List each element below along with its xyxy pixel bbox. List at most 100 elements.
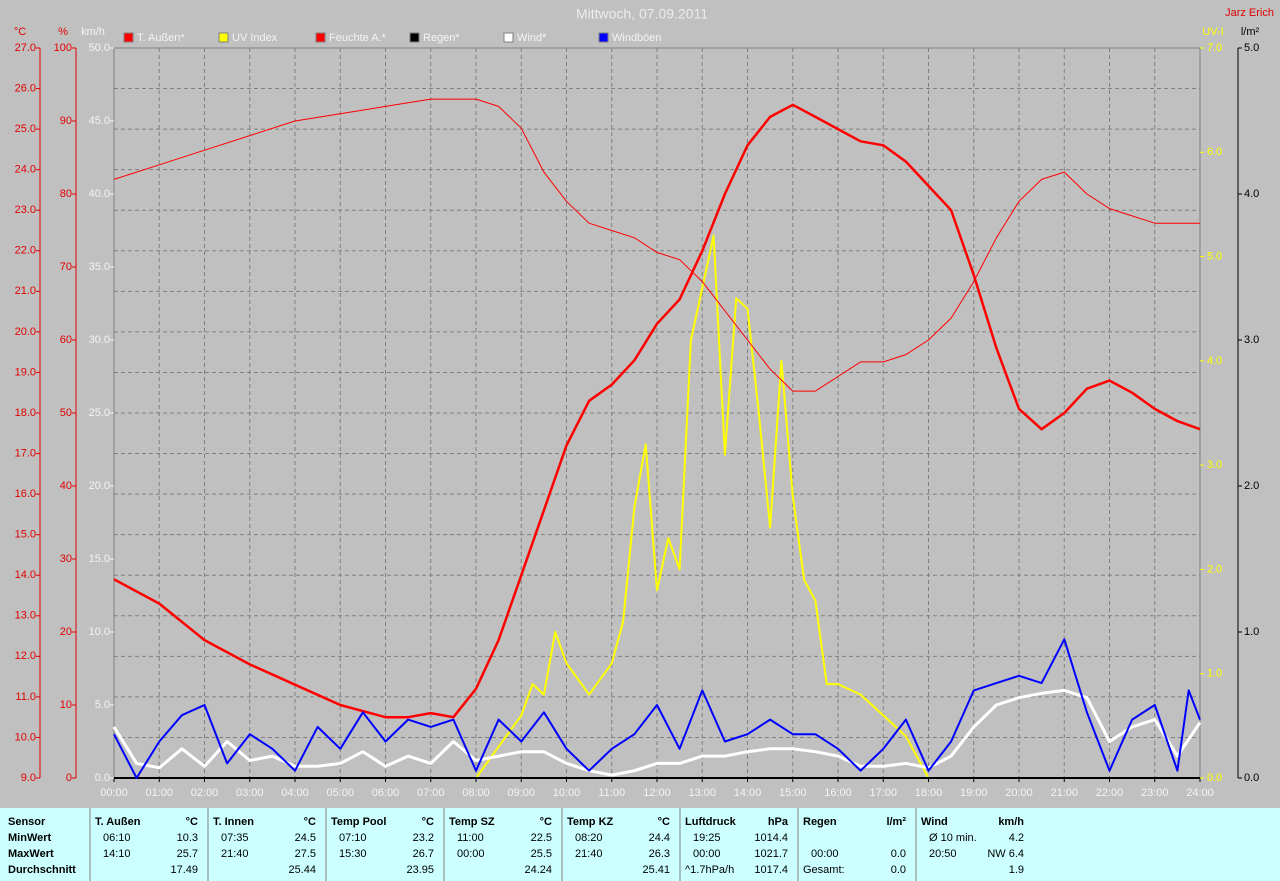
block-name: Temp Pool — [331, 816, 386, 828]
legend-swatch — [218, 32, 229, 43]
y-tick-label: 11.0 — [15, 691, 36, 703]
y-tick-label: 12.0 — [15, 650, 36, 662]
x-tick-label: 21:00 — [1050, 787, 1078, 799]
block-unit: °C — [658, 816, 670, 828]
x-tick-label: 00:00 — [100, 787, 128, 799]
y-tick-label: 10 — [60, 699, 72, 711]
cell-value: 25.44 — [288, 864, 316, 876]
y-tick-label: 15.0 — [89, 553, 110, 565]
cell-value: 25.7 — [177, 848, 198, 860]
cell-label: ^1.7hPa/h — [685, 864, 734, 876]
x-tick-label: 06:00 — [372, 787, 400, 799]
axis-unit: °C — [14, 26, 26, 38]
x-tick-label: 11:00 — [598, 787, 625, 799]
y-tick-label: 19.0 — [15, 366, 36, 378]
legend-swatch — [123, 32, 134, 43]
y-tick-label: 25.0 — [15, 123, 36, 135]
x-tick-label: 02:00 — [191, 787, 219, 799]
cell-label: 19:25 — [693, 832, 721, 844]
y-tick-label: 40 — [60, 480, 72, 492]
y-tick-label: 40.0 — [89, 188, 110, 200]
x-tick-label: 14:00 — [734, 787, 762, 799]
y-tick-label: 0.0 — [1207, 772, 1222, 784]
y-tick-label: 3.0 — [1207, 459, 1222, 471]
y-tick-label: 1.0 — [1207, 668, 1222, 680]
y-tick-label: 9.0 — [21, 772, 36, 784]
y-tick-label: 60 — [60, 334, 72, 346]
y-tick-label: 1.0 — [1244, 626, 1259, 638]
y-tick-label: 26.0 — [15, 82, 36, 94]
block-name: T. Außen — [95, 816, 141, 828]
y-tick-label: 21.0 — [15, 285, 36, 297]
x-tick-label: 12:00 — [643, 787, 671, 799]
block-name: Regen — [803, 816, 837, 828]
x-tick-label: 18:00 — [915, 787, 943, 799]
legend-swatch — [409, 32, 420, 43]
x-tick-label: 13:00 — [688, 787, 716, 799]
cell-label: 11:00 — [457, 832, 484, 844]
y-tick-label: 3.0 — [1244, 334, 1259, 346]
series-line — [113, 638, 1201, 779]
chart-title: Mittwoch, 07.09.2011 — [576, 6, 708, 22]
cell-value: 17.49 — [170, 864, 198, 876]
block-unit: km/h — [998, 816, 1024, 828]
y-tick-label: 18.0 — [15, 407, 36, 419]
cell-value: NW 6.4 — [987, 848, 1024, 860]
x-tick-label: 09:00 — [507, 787, 535, 799]
cell-value: 23.95 — [406, 864, 434, 876]
y-tick-label: 70 — [60, 261, 72, 273]
cell-value: 4.2 — [1009, 832, 1024, 844]
cell-label: 15:30 — [339, 848, 367, 860]
x-tick-label: 15:00 — [779, 787, 807, 799]
x-tick-label: 17:00 — [869, 787, 897, 799]
x-tick-label: 10:00 — [553, 787, 581, 799]
x-tick-label: 04:00 — [281, 787, 309, 799]
series-line — [113, 98, 1200, 392]
block-name: Temp KZ — [567, 816, 614, 828]
x-tick-label: 03:00 — [236, 787, 264, 799]
y-tick-label: 7.0 — [1207, 42, 1222, 54]
y-tick-label: 22.0 — [15, 245, 36, 257]
cell-value: 26.7 — [413, 848, 434, 860]
y-tick-label: 80 — [60, 188, 72, 200]
series-line — [113, 103, 1201, 719]
cell-value: 24.4 — [649, 832, 670, 844]
axis-unit: % — [58, 26, 68, 38]
stats-panel — [0, 808, 1280, 881]
cell-label: 06:10 — [103, 832, 131, 844]
y-tick-label: 100 — [54, 42, 72, 54]
y-tick-label: 5.0 — [1244, 42, 1259, 54]
block-name: Temp SZ — [449, 816, 495, 828]
cell-value: 1.9 — [1009, 864, 1024, 876]
author: Jarz Erich — [1225, 7, 1274, 19]
y-tick-label: 14.0 — [15, 569, 36, 581]
y-tick-label: 24.0 — [15, 164, 36, 176]
legend-label: UV Index — [232, 32, 278, 44]
block-name: Wind — [921, 816, 948, 828]
cell-label: 07:10 — [339, 832, 367, 844]
x-tick-label: 16:00 — [824, 787, 852, 799]
row-label: Sensor — [8, 816, 46, 828]
y-tick-label: 10.0 — [15, 731, 36, 743]
y-tick-label: 50 — [60, 407, 72, 419]
legend-label: Feuchte A.* — [329, 32, 387, 44]
y-tick-label: 4.0 — [1207, 355, 1222, 367]
cell-value: 24.24 — [524, 864, 552, 876]
legend-label: Windböen — [612, 32, 662, 44]
cell-value: 0.0 — [891, 864, 906, 876]
legend-label: T. Außen* — [137, 32, 185, 44]
legend-label: Wind* — [517, 32, 547, 44]
cell-label: 07:35 — [221, 832, 249, 844]
cell-label: 21:40 — [221, 848, 249, 860]
legend-swatch — [503, 32, 514, 43]
cell-label: Ø 10 min. — [929, 832, 977, 844]
y-tick-label: 0.0 — [95, 772, 110, 784]
y-tick-label: 5.0 — [95, 699, 110, 711]
y-tick-label: 23.0 — [15, 204, 36, 216]
y-tick-label: 90 — [60, 115, 72, 127]
block-unit: °C — [422, 816, 434, 828]
y-tick-label: 20.0 — [15, 326, 36, 338]
y-tick-label: 10.0 — [89, 626, 110, 638]
